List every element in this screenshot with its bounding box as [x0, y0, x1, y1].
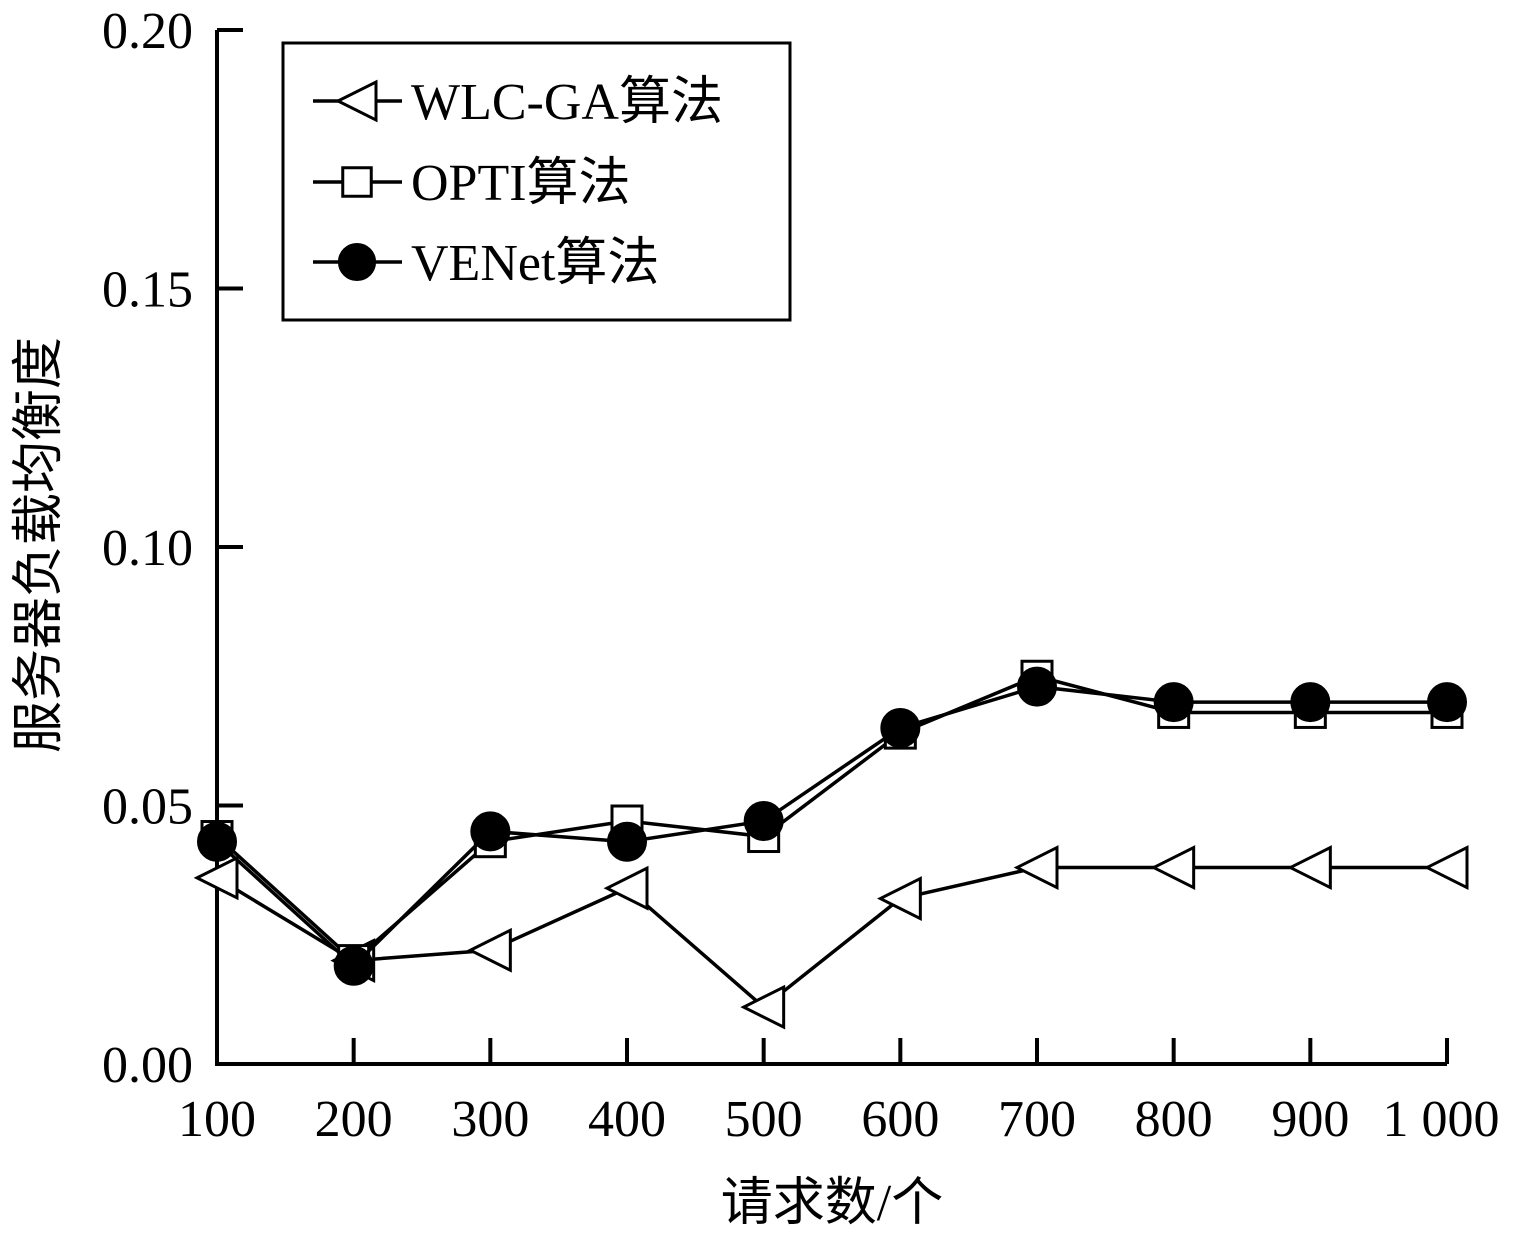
x-tick-label: 300 [451, 1091, 529, 1148]
y-tick-label: 0.15 [102, 262, 193, 319]
series-line [216, 865, 1447, 1010]
data-point [466, 927, 512, 973]
y-tick-label: 0.05 [102, 779, 193, 836]
data-point [197, 821, 237, 862]
x-axis-title: 请求数/个 [721, 1175, 943, 1232]
x-tick-label: 400 [588, 1091, 666, 1148]
data-point [470, 811, 511, 852]
y-tick-label: 0.20 [102, 3, 193, 60]
x-tick-label: 600 [861, 1091, 939, 1148]
data-point [1017, 666, 1057, 707]
data-point [1423, 845, 1469, 890]
x-tick-label: 900 [1271, 1091, 1349, 1148]
y-tick-label: 0.00 [102, 1037, 193, 1094]
series-3 [197, 666, 1467, 986]
series-layer [193, 659, 1469, 1030]
y-tick-label: 0.10 [102, 520, 193, 577]
data-point [1427, 682, 1467, 723]
x-tick-label: 200 [315, 1091, 393, 1148]
legend-label: VENet算法 [411, 235, 659, 292]
x-tick-label: 700 [998, 1091, 1076, 1148]
data-point [740, 984, 786, 1030]
series-line [215, 674, 1447, 963]
data-point [1150, 845, 1196, 890]
data-point [333, 945, 374, 986]
legend-label: WLC-GA算法 [411, 74, 723, 131]
data-point [1286, 845, 1332, 890]
data-point [876, 876, 922, 921]
x-tick-label: 100 [178, 1091, 256, 1148]
legend-marker [334, 79, 378, 123]
data-point [193, 855, 239, 901]
legend-marker [337, 242, 377, 282]
data-point [1290, 682, 1331, 723]
data-point [1153, 682, 1194, 723]
y-axis-title: 服务器负载均衡度 [11, 337, 68, 753]
legend-marker [341, 166, 373, 198]
data-point [1013, 845, 1059, 890]
data-point [880, 707, 921, 748]
data-point [603, 865, 649, 911]
data-point [743, 801, 784, 842]
series-1 [193, 845, 1469, 1030]
legend: WLC-GA算法 OPTI算法 VENet算法 [281, 41, 792, 322]
series-line [215, 684, 1447, 969]
axes: 0.00 0.05 0.10 0.15 0.20 100 200 300 400 500 600 70… [102, 3, 1500, 1148]
legend-label: OPTI算法 [411, 155, 631, 212]
x-tick-label: 800 [1135, 1091, 1213, 1148]
data-point [607, 821, 647, 862]
x-tick-label: 500 [725, 1091, 803, 1148]
x-tick-label: 1 000 [1383, 1091, 1500, 1148]
